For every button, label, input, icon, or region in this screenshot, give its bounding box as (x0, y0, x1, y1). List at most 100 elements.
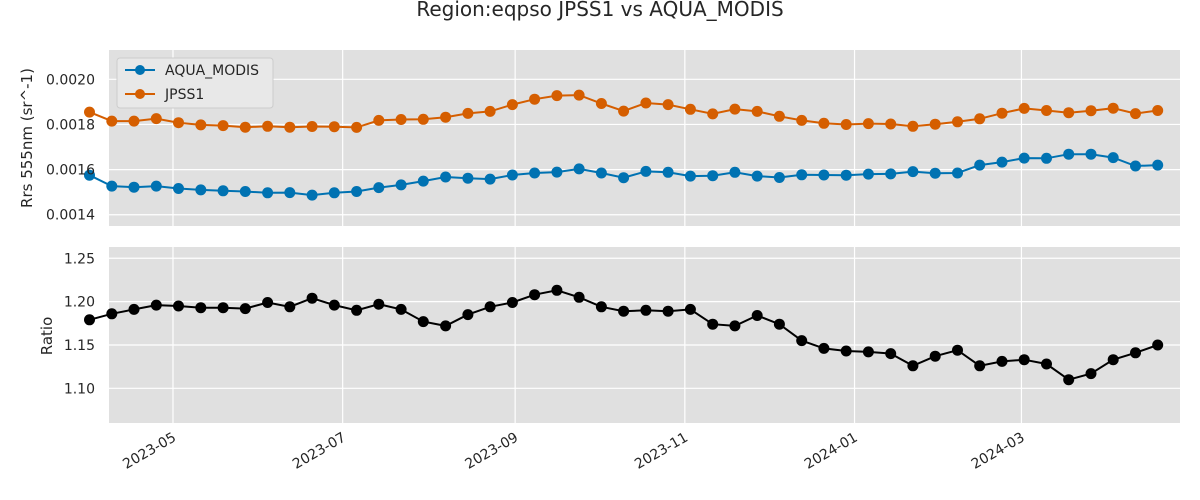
aqua-modis-point (907, 166, 919, 178)
ratio-point (1130, 347, 1141, 359)
aqua-modis-point (773, 172, 785, 183)
x-tick-label: 2024-01 (802, 430, 861, 473)
ratio-point (929, 350, 941, 362)
jpss1-point (306, 121, 318, 132)
jpss1-point (618, 105, 630, 117)
ratio-point (351, 304, 363, 316)
x-tick-label: 2024-03 (969, 430, 1028, 473)
y-tick-label: 1.10 (64, 381, 95, 397)
aqua-modis-point (840, 169, 852, 181)
jpss1-point (974, 113, 986, 125)
ratio-point (707, 318, 719, 330)
ratio-point (840, 345, 852, 357)
ratio-y-ticks: 1.10 1.15 1.20 1.25 (64, 251, 95, 397)
ratio-point (239, 303, 251, 315)
ratio-point (551, 284, 563, 296)
aqua-modis-point (106, 180, 118, 192)
aqua-modis-point (662, 166, 674, 178)
jpss1-point (150, 113, 162, 125)
ratio-point (1152, 339, 1164, 351)
aqua-modis-point (262, 187, 274, 199)
x-tick-label: 2023-09 (462, 430, 521, 473)
y-tick-label: 1.25 (64, 251, 95, 267)
aqua-modis-point (551, 166, 563, 178)
jpss1-point (1063, 107, 1075, 119)
aqua-modis-point (952, 167, 963, 179)
y-tick-label: 1.20 (64, 295, 95, 311)
jpss1-point (239, 121, 251, 133)
jpss1-point (262, 120, 274, 132)
aqua-modis-point (595, 167, 607, 179)
ratio-point (640, 304, 652, 316)
ratio-point (996, 355, 1008, 367)
jpss1-point (551, 90, 563, 102)
jpss1-point (929, 118, 941, 130)
ratio-point (284, 301, 296, 313)
aqua-modis-point (484, 173, 496, 185)
ratio-point (952, 344, 963, 356)
y-tick-label: 0.0020 (46, 72, 95, 88)
aqua-modis-point (1152, 159, 1164, 171)
jpss1-point (840, 119, 852, 130)
ratio-point (1063, 374, 1075, 386)
jpss1-point (1041, 105, 1052, 116)
rrs-series (84, 89, 1164, 201)
jpss1-point (595, 98, 607, 109)
x-tick-label: 2023-07 (290, 430, 349, 473)
ratio-point (1107, 354, 1119, 366)
aqua-modis-point (150, 180, 162, 192)
aqua-modis-point (796, 169, 808, 181)
jpss1-point (818, 117, 830, 129)
x-tick-label: 2023-05 (120, 430, 179, 473)
ratio-grid (109, 247, 1180, 423)
ratio-point (862, 346, 874, 358)
rrs-y-axis-label: Rrs 555nm (sr^-1) (18, 68, 36, 208)
legend-label-aqua-modis: AQUA_MODIS (165, 63, 259, 79)
jpss1-point (128, 115, 140, 127)
aqua-modis-point (1130, 160, 1141, 172)
ratio-point (662, 305, 674, 317)
ratio-point (217, 302, 229, 314)
jpss1-point (529, 93, 541, 105)
aqua-modis-point (195, 184, 207, 196)
ratio-point (618, 305, 630, 317)
ratio-plot-area (109, 247, 1180, 423)
ratio-point (796, 335, 808, 347)
ratio-point (529, 289, 541, 301)
ratio-point (150, 299, 162, 311)
aqua-modis-point (640, 165, 652, 177)
x-ticks: 2023-05 2023-07 2023-09 2023-11 2024-01 2024-… (120, 430, 1027, 473)
aqua-modis-point (395, 179, 407, 191)
jpss1-point (907, 120, 919, 132)
ratio-point (417, 316, 429, 328)
jpss1-point (195, 119, 207, 131)
ratio-point (885, 348, 897, 360)
aqua-modis-point (573, 163, 585, 175)
ratio-point (818, 342, 830, 354)
aqua-modis-point (284, 187, 296, 199)
ratio-series (84, 284, 1164, 386)
ratio-point (729, 320, 741, 332)
jpss1-point (796, 114, 808, 126)
aqua-modis-point (440, 171, 452, 183)
jpss1-point (751, 105, 763, 117)
jpss1-point (1085, 105, 1097, 117)
ratio-point (1085, 368, 1097, 380)
jpss1-point (996, 107, 1008, 119)
y-tick-label: 0.0016 (46, 163, 95, 179)
ratio-point (595, 301, 607, 313)
aqua-modis-point (306, 189, 318, 201)
legend-label-jpss1: JPSS1 (164, 87, 204, 103)
jpss1-point (395, 114, 407, 125)
jpss1-point (484, 105, 496, 117)
legend: AQUA_MODIS JPSS1 (116, 57, 274, 109)
aqua-modis-point (462, 172, 474, 184)
aqua-modis-point (1085, 148, 1097, 160)
aqua-modis-point (996, 156, 1008, 168)
ratio-point (751, 310, 763, 321)
ratio-point (773, 318, 785, 330)
ratio-point (84, 314, 95, 326)
aqua-modis-point (1107, 152, 1119, 164)
ratio-point (974, 360, 986, 372)
